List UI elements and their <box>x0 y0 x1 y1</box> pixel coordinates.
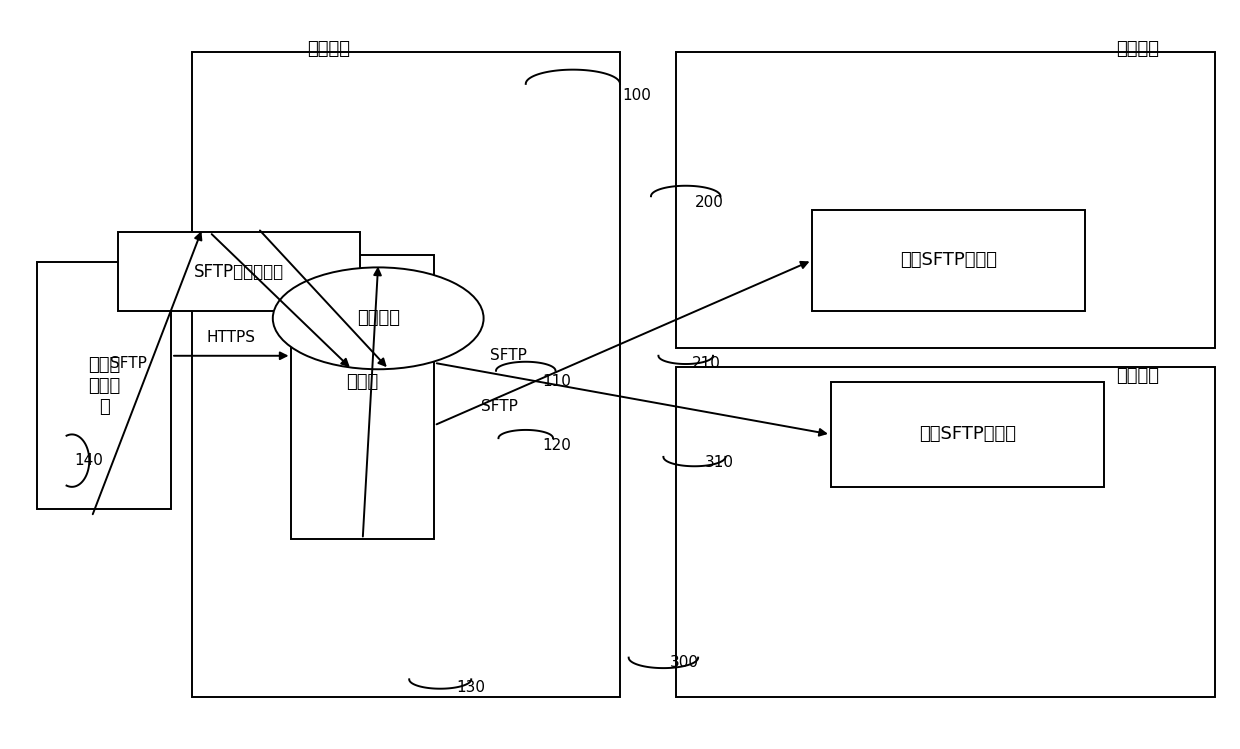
Bar <box>831 382 1104 487</box>
Text: SFTP: SFTP <box>481 399 518 414</box>
Text: 第二SFTP服务器: 第二SFTP服务器 <box>900 251 997 270</box>
Text: SFTP临时服务器: SFTP临时服务器 <box>193 262 284 281</box>
Ellipse shape <box>273 267 484 369</box>
Text: 120: 120 <box>542 438 570 453</box>
Text: 110: 110 <box>542 374 570 389</box>
Text: 第三网段: 第三网段 <box>1116 367 1159 385</box>
Bar <box>291 255 434 539</box>
Text: 运营平
台服务
器: 运营平 台服务 器 <box>88 356 120 416</box>
Text: 300: 300 <box>670 655 698 670</box>
Text: 310: 310 <box>704 455 733 470</box>
Bar <box>118 232 360 311</box>
Text: 130: 130 <box>456 680 485 695</box>
Text: 第一网段: 第一网段 <box>308 40 350 58</box>
Text: SFTP: SFTP <box>110 356 146 371</box>
Text: 140: 140 <box>74 453 103 468</box>
Text: 200: 200 <box>694 195 723 210</box>
Text: 前置机: 前置机 <box>346 373 379 391</box>
Text: SFTP: SFTP <box>490 348 527 363</box>
Bar <box>676 52 1215 348</box>
Text: HTTPS: HTTPS <box>207 330 255 345</box>
Bar <box>676 367 1215 697</box>
Text: 100: 100 <box>622 88 651 103</box>
Text: 210: 210 <box>692 356 720 371</box>
Bar <box>37 262 171 509</box>
Bar <box>192 52 620 697</box>
Text: 第二网段: 第二网段 <box>1116 40 1159 58</box>
Text: 文件共享: 文件共享 <box>357 309 399 327</box>
Text: 第一SFTP服务器: 第一SFTP服务器 <box>919 425 1016 443</box>
Bar <box>812 210 1085 311</box>
